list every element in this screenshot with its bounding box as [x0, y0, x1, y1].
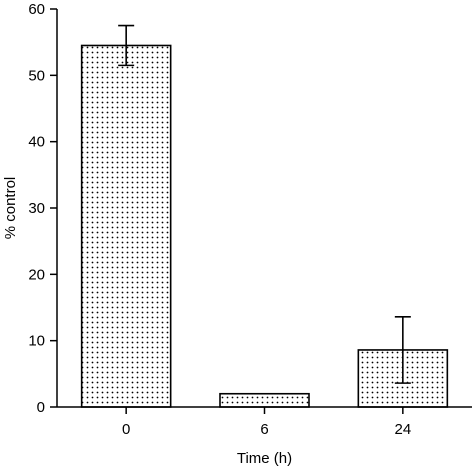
error-bars-layer — [118, 24, 411, 384]
y-tick-label: 10 — [28, 333, 45, 350]
y-tick-label: 30 — [28, 200, 45, 217]
y-tick-label: 60 — [28, 1, 45, 18]
x-tick-label: 0 — [122, 421, 130, 438]
y-ticks: 0 10 20 30 40 50 60 — [28, 1, 57, 416]
x-tick-label: 6 — [260, 421, 268, 438]
y-axis-title: % control — [2, 177, 19, 240]
y-tick-label: 0 — [37, 399, 45, 416]
bar-6 — [219, 392, 310, 408]
bar-0 — [80, 44, 172, 408]
x-ticks: 0 6 24 — [122, 407, 411, 438]
y-tick-label: 40 — [28, 134, 45, 151]
y-tick-label: 20 — [28, 266, 45, 283]
x-axis-title: Time (h) — [237, 450, 292, 467]
bars-layer — [80, 44, 449, 408]
x-tick-label: 24 — [394, 421, 411, 438]
y-tick-label: 50 — [28, 67, 45, 84]
